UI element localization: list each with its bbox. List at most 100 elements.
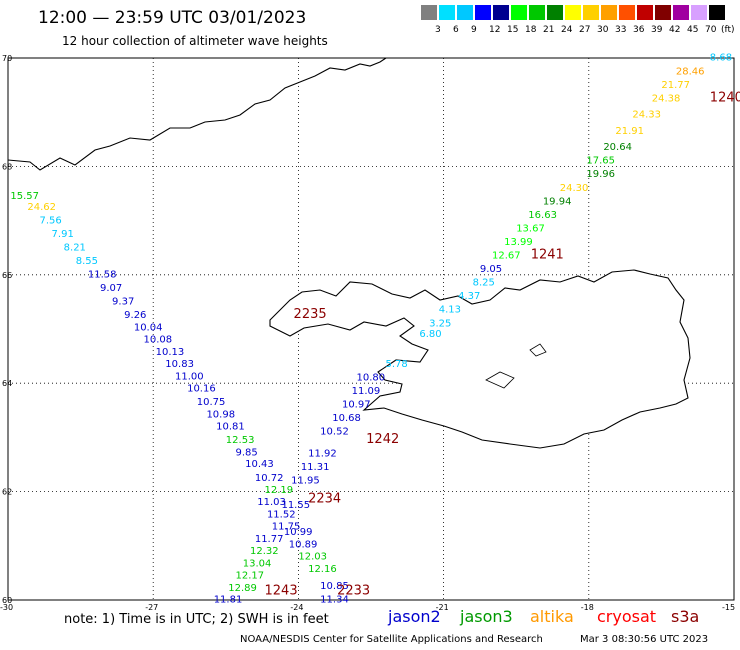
wave-height-label: 10.08 <box>144 335 173 346</box>
wave-height-label: 11.92 <box>308 448 337 459</box>
wave-height-label: 11.52 <box>267 510 296 521</box>
wave-height-label: 10.04 <box>134 323 163 334</box>
wave-height-label: 7.91 <box>52 229 74 240</box>
wave-height-label: 6.80 <box>419 329 441 340</box>
pass-time-label: 2234 <box>308 491 341 506</box>
legend-swatch <box>637 5 653 20</box>
wave-height-label: 19.94 <box>543 196 572 207</box>
legend-swatch <box>475 5 491 20</box>
wave-height-label: 3.25 <box>429 318 451 329</box>
lon-label: -24 <box>290 603 303 612</box>
wave-height-label: 12.16 <box>308 564 337 575</box>
legend-label: 33 <box>615 25 627 35</box>
legend-label: 70 <box>705 25 717 35</box>
wave-height-label: 16.63 <box>528 210 557 221</box>
wave-height-label: 8.21 <box>64 242 86 253</box>
wave-height-label: 11.00 <box>175 371 204 382</box>
wave-height-label: 24.30 <box>560 183 589 194</box>
legend-label: 6 <box>453 25 459 35</box>
wave-height-label: 24.62 <box>27 202 56 213</box>
lon-label: -30 <box>0 603 13 612</box>
lake-outline <box>485 371 515 389</box>
wave-height-label: 11.03 <box>257 497 286 508</box>
wave-height-label: 9.07 <box>100 283 122 294</box>
satellite-name-cryosat: cryosat <box>597 607 657 626</box>
wave-height-label: 13.99 <box>504 237 533 248</box>
wave-height-label: 8.68 <box>710 53 732 64</box>
legend-label: 12 <box>489 25 501 35</box>
greenland-coastline <box>7 57 387 171</box>
wave-height-label: 12.67 <box>492 251 521 262</box>
legend-swatch <box>493 5 509 20</box>
lat-label: 60 <box>2 596 12 605</box>
pass-time-label: 2233 <box>337 584 370 599</box>
satellite-name-altika: altika <box>530 607 574 626</box>
map-title: 12:00 — 23:59 UTC 03/01/2023 <box>38 8 307 28</box>
wave-height-label: 9.05 <box>480 264 502 275</box>
pass-time-label: 2235 <box>294 307 327 322</box>
lake-outline <box>529 343 547 357</box>
legend-label: 45 <box>687 25 699 35</box>
legend-swatch <box>655 5 671 20</box>
lat-label: 64 <box>2 379 12 388</box>
wave-height-label: 19.96 <box>586 169 615 180</box>
wave-height-label: 24.33 <box>632 110 661 121</box>
legend-swatch <box>565 5 581 20</box>
wave-height-label: 10.83 <box>165 359 194 370</box>
legend-label: 30 <box>597 25 609 35</box>
legend-swatch <box>439 5 455 20</box>
wave-height-label: 10.13 <box>156 347 185 358</box>
pass-time-label: 1240 <box>710 90 740 105</box>
legend-swatch <box>601 5 617 20</box>
wave-height-label: 10.89 <box>289 539 318 550</box>
wave-height-label: 4.13 <box>439 305 461 316</box>
lat-label: 62 <box>2 488 12 497</box>
wave-height-label: 20.64 <box>603 142 632 153</box>
wave-height-label: 10.97 <box>342 400 371 411</box>
wave-height-label: 24.38 <box>652 93 681 104</box>
wave-height-label: 28.46 <box>676 66 705 77</box>
legend-label: 36 <box>633 25 645 35</box>
wave-height-label: 11.77 <box>255 534 284 545</box>
wave-height-label: 11.34 <box>320 595 349 606</box>
lon-label: -27 <box>145 603 158 612</box>
lon-label: -18 <box>581 603 594 612</box>
wave-height-label: 17.65 <box>586 156 615 167</box>
wave-height-label: 10.85 <box>320 581 349 592</box>
footer-note: note: 1) Time is in UTC; 2) SWH is in fe… <box>64 612 329 627</box>
wave-height-label: 11.58 <box>88 270 117 281</box>
pass-time-label: 1242 <box>366 432 399 447</box>
legend-swatch <box>457 5 473 20</box>
wave-height-label: 10.98 <box>206 409 235 420</box>
wave-height-label: 8.55 <box>76 256 98 267</box>
generated-timestamp: Mar 3 08:30:56 UTC 2023 <box>580 634 709 645</box>
wave-height-label: 10.52 <box>320 427 349 438</box>
legend-label: 42 <box>669 25 681 35</box>
wave-height-label: 12.03 <box>298 551 327 562</box>
legend-swatch <box>673 5 689 20</box>
satellite-name-jason3: jason3 <box>460 607 513 626</box>
pass-time-label: 1241 <box>531 248 564 263</box>
wave-height-label: 21.77 <box>661 80 690 91</box>
legend-label: 3 <box>435 25 441 35</box>
wave-height-label: 10.99 <box>284 527 313 538</box>
lon-label: -21 <box>436 603 449 612</box>
lon-label: -15 <box>722 603 735 612</box>
legend-label: 15 <box>507 25 519 35</box>
iceland-coastline <box>269 269 691 449</box>
wave-height-label: 21.91 <box>615 126 644 137</box>
legend-label: 27 <box>579 25 591 35</box>
legend-swatch <box>691 5 707 20</box>
wave-height-label: 12.89 <box>228 583 257 594</box>
wave-height-label: 12.53 <box>226 435 255 446</box>
wave-height-label: 12.19 <box>265 485 294 496</box>
wave-height-label: 11.95 <box>291 475 320 486</box>
wave-height-label: 13.04 <box>243 558 272 569</box>
pass-time-label: 1243 <box>265 584 298 599</box>
wave-height-label: 11.31 <box>301 462 330 473</box>
wave-height-label: 10.43 <box>245 459 274 470</box>
wave-height-label: 12.17 <box>235 570 264 581</box>
legend-swatch <box>583 5 599 20</box>
legend-swatch <box>421 5 437 20</box>
